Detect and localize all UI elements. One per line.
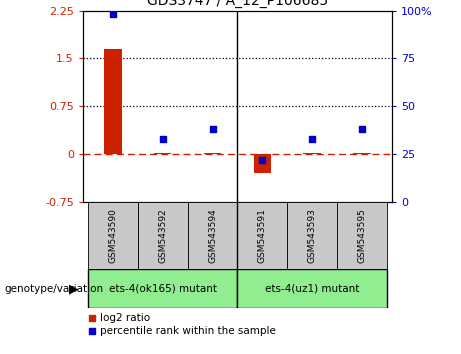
Legend: log2 ratio, percentile rank within the sample: log2 ratio, percentile rank within the s… — [88, 313, 276, 336]
Point — [209, 126, 216, 132]
Point — [109, 12, 117, 17]
Bar — [138, 202, 188, 269]
Text: GSM543591: GSM543591 — [258, 208, 267, 263]
Bar — [237, 269, 387, 308]
Text: GSM543593: GSM543593 — [307, 208, 317, 263]
Text: ▶: ▶ — [69, 282, 79, 295]
Point — [308, 136, 316, 142]
Bar — [104, 49, 122, 154]
Bar — [337, 202, 387, 269]
Bar — [303, 153, 321, 154]
Point — [159, 136, 166, 142]
Title: GDS3747 / A_12_P106685: GDS3747 / A_12_P106685 — [147, 0, 328, 8]
Bar — [154, 153, 171, 154]
Bar — [254, 154, 271, 173]
Bar — [88, 202, 138, 269]
Bar — [204, 153, 221, 154]
Point — [259, 157, 266, 162]
Text: ets-4(uz1) mutant: ets-4(uz1) mutant — [265, 284, 359, 293]
Text: GSM543594: GSM543594 — [208, 208, 217, 263]
Text: GSM543595: GSM543595 — [357, 208, 366, 263]
Text: genotype/variation: genotype/variation — [5, 284, 104, 293]
Bar — [88, 269, 237, 308]
Bar — [353, 153, 371, 154]
Point — [358, 126, 366, 132]
Bar — [237, 202, 287, 269]
Bar — [287, 202, 337, 269]
Text: GSM543590: GSM543590 — [108, 208, 118, 263]
Bar — [188, 202, 237, 269]
Text: ets-4(ok165) mutant: ets-4(ok165) mutant — [109, 284, 217, 293]
Text: GSM543592: GSM543592 — [158, 208, 167, 263]
